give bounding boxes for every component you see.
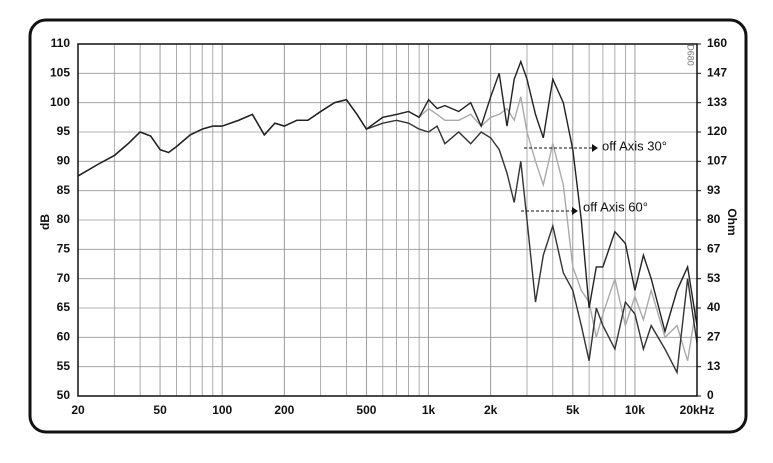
y-tick-label: 90	[57, 154, 71, 168]
y-tick-label: 110	[51, 36, 71, 50]
x-tick-label: 100	[212, 403, 232, 417]
y2-tick-label: 27	[707, 329, 721, 343]
y-tick-label: 50	[57, 388, 71, 402]
y2-tick-label: 133	[707, 95, 727, 109]
y-tick-label: 70	[57, 271, 71, 285]
y-tick-label: 80	[57, 212, 71, 226]
x-tick-label: 50	[153, 403, 167, 417]
x-tick-label: 20kHz	[680, 403, 715, 417]
y-tick-label: 65	[57, 300, 71, 314]
y-tick-label: 95	[57, 124, 71, 138]
series-line	[77, 59, 698, 335]
y2-tick-label: 80	[707, 212, 721, 226]
x-tick-label: 2k	[484, 403, 498, 417]
y2-tick-label: 93	[707, 183, 721, 197]
y2-tick-label: 147	[707, 65, 727, 79]
y-tick-label: 85	[57, 183, 71, 197]
y-tick-label: 105	[50, 66, 70, 80]
arrowhead	[572, 207, 578, 215]
x-tick-label: 5k	[566, 403, 580, 417]
y2-tick-label: 160	[707, 36, 727, 50]
y-tick-label: 60	[57, 330, 71, 344]
frame	[28, 18, 748, 434]
y-tick-label: 75	[57, 242, 71, 256]
x-tick-label: 200	[274, 403, 294, 417]
x-tick-label: 500	[356, 403, 376, 417]
y2-tick-label: 67	[707, 241, 721, 255]
y2-axis-label: Ohm	[725, 208, 739, 235]
y2-tick-label: 13	[707, 359, 721, 373]
y2-tick-label: 120	[707, 124, 727, 138]
y2-tick-label: 0	[707, 388, 714, 402]
x-tick-label: 20	[71, 403, 85, 417]
series-line	[77, 96, 698, 362]
y2-tick-label: 40	[707, 300, 721, 314]
y2-tick-label: 107	[707, 153, 727, 167]
y-tick-label: 100	[50, 95, 70, 109]
y-tick-label: 55	[57, 359, 71, 373]
arrowhead	[592, 144, 598, 152]
y2-tick-label: 53	[707, 271, 721, 285]
annotation: off Axis 60°	[583, 199, 648, 214]
plot-border	[77, 43, 698, 397]
x-tick-label: 1k	[422, 403, 436, 417]
y-axis-label: dB	[38, 214, 52, 230]
annotation: off Axis 30°	[602, 138, 667, 153]
x-tick-label: 10k	[625, 403, 645, 417]
code: D680	[686, 44, 696, 66]
